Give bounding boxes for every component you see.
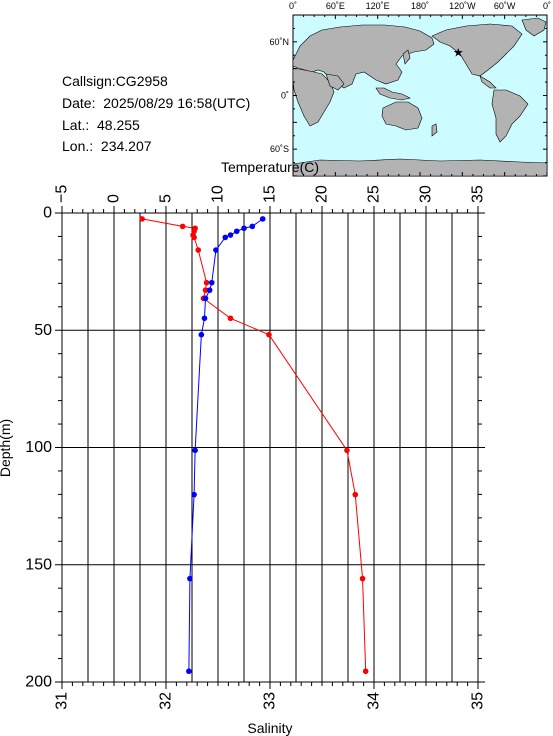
temperature-tick-label: 10: [210, 185, 227, 203]
salinity-point: [222, 234, 229, 241]
map-longitude-label: 180˚: [411, 1, 429, 11]
salinity-tick-label: 32: [158, 692, 175, 710]
depth-axis-title: Depth(m): [0, 419, 13, 477]
temperature-point: [202, 287, 209, 293]
temperature-point: [362, 668, 369, 675]
salinity-point: [259, 216, 266, 222]
salinity-point: [213, 247, 219, 253]
salinity-tick-label: 35: [470, 692, 487, 710]
temperature-tick-label: 20: [314, 185, 331, 203]
salinity-line: [188, 218, 264, 672]
temperature-point: [359, 575, 366, 582]
temperature-axis-title: Temperature(C): [221, 159, 319, 175]
depth-tick-label: 200: [25, 674, 52, 691]
salinity-tick-label: 33: [262, 692, 279, 710]
map-longitude-label: 120˚W: [449, 1, 476, 11]
depth-tick-label: 100: [25, 439, 52, 456]
station-star-icon: ★: [453, 45, 464, 59]
temperature-point: [352, 491, 359, 498]
map-longitude-label: 0˚: [543, 1, 551, 11]
salinity-point: [208, 279, 215, 286]
depth-tick-label: 50: [34, 322, 52, 339]
temperature-tick-label: 15: [262, 185, 279, 203]
salinity-point: [202, 295, 209, 302]
temperature-point: [266, 331, 272, 338]
salinity-tick-label: 34: [366, 692, 383, 710]
temperature-tick-label: −5: [54, 185, 71, 203]
salinity-point: [191, 491, 197, 498]
map-land: [292, 17, 548, 177]
map-latitude-label: 60˚S: [270, 144, 289, 154]
salinity-axis-title: Salinity: [247, 720, 292, 736]
salinity-point: [187, 575, 193, 582]
temperature-point: [227, 315, 234, 322]
salinity-point: [186, 668, 192, 675]
map-latitude-label: 0˚: [281, 91, 289, 101]
salinity-point: [227, 232, 234, 238]
date-label: Date: 2025/08/29 16:58(UTC): [62, 95, 251, 111]
salinity-tick-label: 31: [54, 692, 71, 710]
world-map: 0˚ 60˚E 120˚E 180˚ 120˚W 60˚W 0˚ 60˚N 0˚ 60˚S ★: [269, 1, 551, 177]
salinity-point: [198, 331, 205, 338]
temperature-tick-label: 30: [418, 185, 435, 203]
temperature-tick-label: 35: [470, 185, 487, 203]
map-longitude-label: 60˚W: [494, 1, 516, 11]
map-latitude-label: 60˚N: [269, 37, 289, 47]
salinity-point: [233, 228, 240, 235]
temperature-point: [139, 216, 145, 222]
temperature-point: [191, 234, 197, 241]
temperature-point: [195, 247, 202, 253]
temperature-point: [179, 223, 186, 230]
map-longitude-label: 60˚E: [326, 1, 345, 11]
temperature-tick-label: 25: [366, 185, 383, 203]
depth-tick-label: 0: [43, 205, 52, 222]
salinity-point: [241, 225, 247, 232]
salinity-point: [192, 447, 198, 454]
map-longitude-label: 0˚: [289, 1, 297, 11]
salinity-point: [201, 315, 208, 322]
temperature-point: [203, 279, 210, 286]
callsign-label: Callsign:CG2958: [62, 73, 168, 89]
temperature-tick-label: 5: [158, 194, 175, 203]
temperature-line: [141, 218, 367, 672]
map-longitude-label: 120˚E: [366, 1, 390, 11]
temperature-point: [344, 447, 350, 454]
latitude-label: Lat.: 48.255: [62, 117, 140, 133]
depth-tick-label: 150: [25, 556, 52, 573]
salinity-point: [249, 223, 256, 230]
longitude-label: Lon.: 234.207: [62, 138, 152, 154]
temperature-tick-label: 0: [106, 194, 123, 203]
salinity-point: [206, 287, 213, 293]
